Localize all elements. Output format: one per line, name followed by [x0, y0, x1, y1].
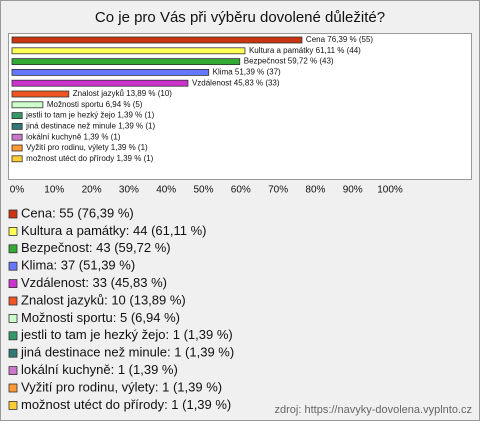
legend-label: jestli to tam je hezký žejo: 1 (1,39 %): [20, 327, 233, 342]
x-tick-label: 80%: [305, 185, 325, 196]
data-label: Cena 76,39 % (55): [306, 35, 373, 44]
legend-label: Možnosti sportu: 5 (6,94 %): [21, 310, 180, 325]
legend-swatch: [8, 348, 18, 358]
legend-swatch: [8, 383, 18, 393]
bar: [11, 79, 189, 87]
x-tick-label: 90%: [343, 185, 363, 196]
legend-swatch: [8, 279, 18, 289]
legend-label: Klima: 37 (51,39 %): [21, 258, 135, 273]
bar: [11, 101, 44, 109]
x-tick-label: 0%: [10, 185, 25, 196]
data-label: Bezpečnost 59,72 % (43): [244, 57, 334, 66]
bar: [11, 58, 241, 65]
bar: [11, 36, 303, 44]
bar: [11, 47, 246, 55]
legend-label: lokální kuchyně: 1 (1,39 %): [21, 362, 178, 377]
data-label: Klima 51,39 % (37): [213, 68, 281, 77]
data-label: možnost utéct do přírody 1,39 % (1): [26, 154, 154, 163]
legend-swatch: [8, 209, 18, 219]
bar: [11, 123, 23, 130]
bar: [11, 133, 23, 141]
data-label: Vzdálenost 45,83 % (33): [192, 78, 280, 87]
legend-label: jiná destinace než minule: 1 (1,39 %): [20, 345, 234, 360]
legend-label: Cena: 55 (76,39 %): [21, 205, 134, 220]
x-tick-label: 30%: [119, 185, 139, 196]
legend-label: Kultura a památky: 44 (61,11 %): [21, 223, 206, 238]
bar: [11, 144, 23, 152]
legend-swatch: [8, 226, 18, 236]
legend-swatch: [8, 261, 18, 271]
legend-swatch: [8, 313, 18, 323]
legend-swatch: [8, 366, 18, 376]
data-label: Znalost jazyků 13,89 % (10): [73, 89, 172, 98]
plot-area: [8, 33, 472, 180]
bar: [11, 69, 210, 76]
legend-label: Bezpečnost: 43 (59,72 %): [21, 240, 171, 255]
data-label: lokální kuchyně 1,39 % (1): [26, 132, 121, 141]
data-label: jiná destinace než minule 1,39 % (1): [25, 122, 155, 131]
legend-swatch: [8, 331, 18, 341]
legend-label: Znalost jazyků: 10 (13,89 %): [21, 292, 186, 307]
legend-swatch: [8, 400, 18, 410]
legend-swatch: [8, 296, 18, 306]
x-tick-label: 70%: [268, 185, 288, 196]
data-label: Vyžití pro rodinu, výlety 1,39 % (1): [26, 143, 148, 152]
chart-title: Co je pro Vás při výběru dovolené důleži…: [95, 9, 385, 26]
bar: [11, 155, 23, 163]
x-tick-label: 100%: [377, 185, 403, 196]
legend-label: možnost utéct do přírody: 1 (1,39 %): [21, 397, 231, 412]
source: zdroj: https://navyky-dovolena.vyplnto.c…: [275, 404, 472, 416]
bar: [11, 112, 23, 119]
x-tick-label: 20%: [82, 185, 102, 196]
bar: [11, 90, 70, 98]
legend-swatch: [8, 244, 18, 254]
x-tick-label: 60%: [231, 185, 251, 196]
data-label: Možnosti sportu 6,94 % (5): [47, 100, 143, 109]
x-tick-label: 10%: [44, 185, 64, 196]
x-tick-label: 50%: [193, 185, 213, 196]
data-label: Kultura a památky 61,11 % (44): [249, 46, 361, 55]
legend-label: Vyžití pro rodinu, výlety: 1 (1,39 %): [21, 379, 222, 394]
legend-label: Vzdálenost: 33 (45,83 %): [21, 275, 167, 290]
data-label: jestli to tam je hezký žejo 1,39 % (1): [25, 111, 154, 120]
x-tick-label: 40%: [156, 185, 176, 196]
